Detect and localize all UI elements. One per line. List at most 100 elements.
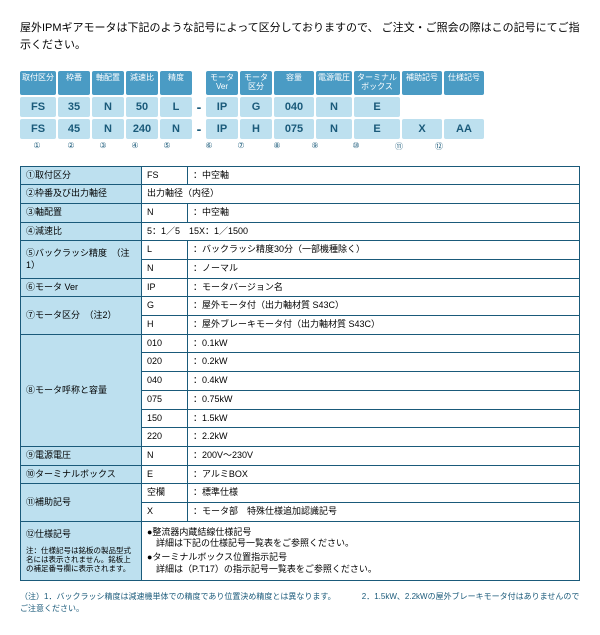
header-cell: 取付区分 [20,71,56,95]
header-cell: 減速比 [126,71,158,95]
example-cell: 075 [274,119,314,139]
header-cell: 容量 [274,71,314,95]
row-value: ：中空軸 [188,203,580,222]
row-code: N [142,260,188,279]
circle-num: ⑫ [420,141,458,152]
row-label: ⑩ターミナルボックス [21,465,142,484]
example-cell: N [160,119,192,139]
row-value: 出力軸径（内径） [142,185,580,204]
header-cell: 電源電圧 [316,71,352,95]
example-row-1: FS35N50L-IPG040NE [20,97,580,117]
example-cell: 240 [126,119,158,139]
example-cell: N [316,97,352,117]
row-value: 5：1／5 15X：1／1500 [142,222,580,241]
row-label: ⑤バックラッシ精度 （注1） [21,241,142,278]
row-value: ：モータバージョン名 [188,278,580,297]
example-cell: 45 [58,119,90,139]
row-label: ⑫仕様記号 [26,529,136,541]
row-code: 075 [142,390,188,409]
example-cell: X [402,119,442,139]
row-value: ：0.2kW [188,353,580,372]
bullet-item: ●整流器内蔵結線仕様記号 詳細は下記の仕様記号一覧表をご参照ください。 [147,527,574,550]
row-value: ：200V～230V [188,446,580,465]
circle-num: ⑩ [334,141,378,152]
row-value: ：ノーマル [188,260,580,279]
example-cell: IP [206,97,238,117]
header-cell: 仕様記号 [444,71,484,95]
row-code: E [142,465,188,484]
example-cell: 35 [58,97,90,117]
row-code: N [142,203,188,222]
header-cell: ターミナルボックス [354,71,400,95]
example-cell: L [160,97,192,117]
spec-table: ①取付区分FS：中空軸②枠番及び出力軸径出力軸径（内径）③軸配置N：中空軸④減速… [20,166,580,582]
header-cell: モータ区分 [240,71,272,95]
row-value: ：モータ部 特殊仕様追加認識記号 [188,502,580,521]
row-code: 220 [142,428,188,447]
row-value: ：バックラッシ精度30分（一部機種除く） [188,241,580,260]
row-code: X [142,502,188,521]
row-code: FS [142,166,188,185]
circle-numbers: ①②③④⑤⑥⑦⑧⑨⑩⑪⑫ [20,141,580,152]
row-label: ②枠番及び出力軸径 [21,185,142,204]
row-value: ：1.5kW [188,409,580,428]
row-value: ：0.75kW [188,390,580,409]
example-cell: N [92,119,124,139]
row-value: ：屋外モータ付（出力軸材質 S43C） [188,297,580,316]
row-label: ⑪補助記号 [21,484,142,521]
example-cell: N [92,97,124,117]
header-cell: モータVer [206,71,238,95]
row-label: ⑥モータ Ver [21,278,142,297]
footnotes: （注）1．バックラッシ精度は減速機単体での精度であり位置決め精度とは異なります。… [20,591,580,615]
example-cell: IP [206,119,238,139]
row-value: ：0.1kW [188,334,580,353]
row-code: IP [142,278,188,297]
circle-num: ⑦ [226,141,256,152]
row-label: ⑦モータ区分 （注2） [21,297,142,334]
example-cell: H [240,119,272,139]
intro-text: 屋外IPMギアモータは下記のような記号によって区分しておりますので、 ご注文・ご… [20,20,580,53]
circle-num: ④ [120,141,150,152]
row-value: ：2.2kW [188,428,580,447]
row-code: 040 [142,372,188,391]
row-label: ③軸配置 [21,203,142,222]
circle-num: ⑤ [152,141,182,152]
row-code: 010 [142,334,188,353]
example-cell: N [316,119,352,139]
circle-num: ⑪ [380,141,418,152]
header-row: 取付区分枠番軸配置減速比精度モータVerモータ区分容量電源電圧ターミナルボックス… [20,71,580,95]
example-cell: 50 [126,97,158,117]
row-code: L [142,241,188,260]
example-cell: 040 [274,97,314,117]
example-cell: E [354,97,400,117]
row-label: ④減速比 [21,222,142,241]
row-label: ⑧モータ呼称と容量 [21,334,142,446]
row-value: ：標準仕様 [188,484,580,503]
circle-num: ① [20,141,54,152]
row-value: ：中空軸 [188,166,580,185]
bullet-item: ●ターミナルボックス位置指示記号 詳細は（P.T17）の指示記号一覧表をご参照く… [147,552,574,575]
row-code: N [142,446,188,465]
row-code: 空欄 [142,484,188,503]
circle-num: ③ [88,141,118,152]
row-label: ①取付区分 [21,166,142,185]
header-cell: 枠番 [58,71,90,95]
row-code: 020 [142,353,188,372]
example-cell: AA [444,119,484,139]
row-value: ：屋外ブレーキモータ付（出力軸材質 S43C） [188,316,580,335]
row-value: ：アルミBOX [188,465,580,484]
row-value: ：0.4kW [188,372,580,391]
circle-num: ② [56,141,86,152]
row-note: 注：仕様記号は銘板の製品型式名には表示されません。銘板上の補足番号欄に表示されま… [26,546,136,573]
circle-num: ⑥ [194,141,224,152]
row-code: G [142,297,188,316]
row-code: 150 [142,409,188,428]
example-cell: G [240,97,272,117]
row-code: H [142,316,188,335]
circle-num: ⑨ [298,141,332,152]
example-cell: FS [20,97,56,117]
example-cell: E [354,119,400,139]
example-cell: FS [20,119,56,139]
header-cell: 精度 [160,71,192,95]
example-row-2: FS45N240N-IPH075NEXAA [20,119,580,139]
